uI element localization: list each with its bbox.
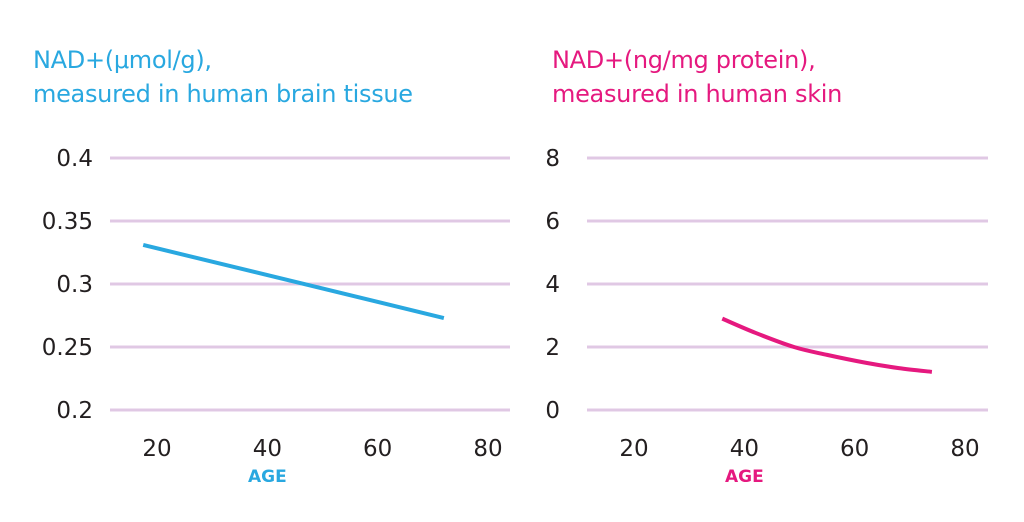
skin-title-line-1: NAD+(ng/mg protein), bbox=[552, 46, 816, 74]
brain-x-axis-label: AGE bbox=[248, 467, 287, 487]
skin-chart-panel: NAD+(ng/mg protein), measured in human s… bbox=[512, 0, 1024, 522]
skin-title-line-2: measured in human skin bbox=[552, 80, 843, 108]
brain-title-line-1: NAD+(μmol/g), bbox=[33, 46, 212, 74]
brain-x-tick-label: 60 bbox=[363, 436, 392, 462]
skin-y-tick-label: 4 bbox=[545, 272, 560, 298]
brain-chart-panel: NAD+(μmol/g), measured in human brain ti… bbox=[33, 43, 510, 487]
brain-x-tick-label: 40 bbox=[253, 436, 282, 462]
brain-chart-title: NAD+(μmol/g), measured in human brain ti… bbox=[33, 43, 413, 111]
brain-title-line-2: measured in human brain tissue bbox=[33, 80, 413, 108]
skin-y-tick-label: 6 bbox=[545, 209, 560, 235]
skin-y-tick-label: 8 bbox=[545, 146, 560, 172]
brain-y-tick-label: 0.35 bbox=[42, 209, 93, 235]
skin-x-tick-label: 20 bbox=[619, 436, 648, 462]
brain-x-tick-label: 20 bbox=[142, 436, 171, 462]
skin-x-tick-label: 80 bbox=[950, 436, 979, 462]
brain-y-tick-label: 0.3 bbox=[56, 272, 93, 298]
skin-y-tick-label: 0 bbox=[545, 398, 560, 424]
skin-y-tick-label: 2 bbox=[545, 335, 560, 361]
brain-x-tick-label: 80 bbox=[473, 436, 502, 462]
brain-series-line bbox=[142, 242, 445, 320]
brain-y-tick-label: 0.2 bbox=[56, 398, 93, 424]
skin-x-axis-label: AGE bbox=[725, 467, 764, 487]
brain-y-tick-label: 0.25 bbox=[42, 335, 93, 361]
brain-chart-plot: 0.4 0.35 0.3 0.25 0.2 20 40 60 80 AGE bbox=[42, 146, 510, 487]
skin-series-line bbox=[721, 316, 933, 374]
skin-x-tick-label: 60 bbox=[840, 436, 869, 462]
skin-chart-title: NAD+(ng/mg protein), measured in human s… bbox=[552, 43, 842, 111]
brain-y-tick-label: 0.4 bbox=[56, 146, 93, 172]
skin-x-tick-label: 40 bbox=[730, 436, 759, 462]
